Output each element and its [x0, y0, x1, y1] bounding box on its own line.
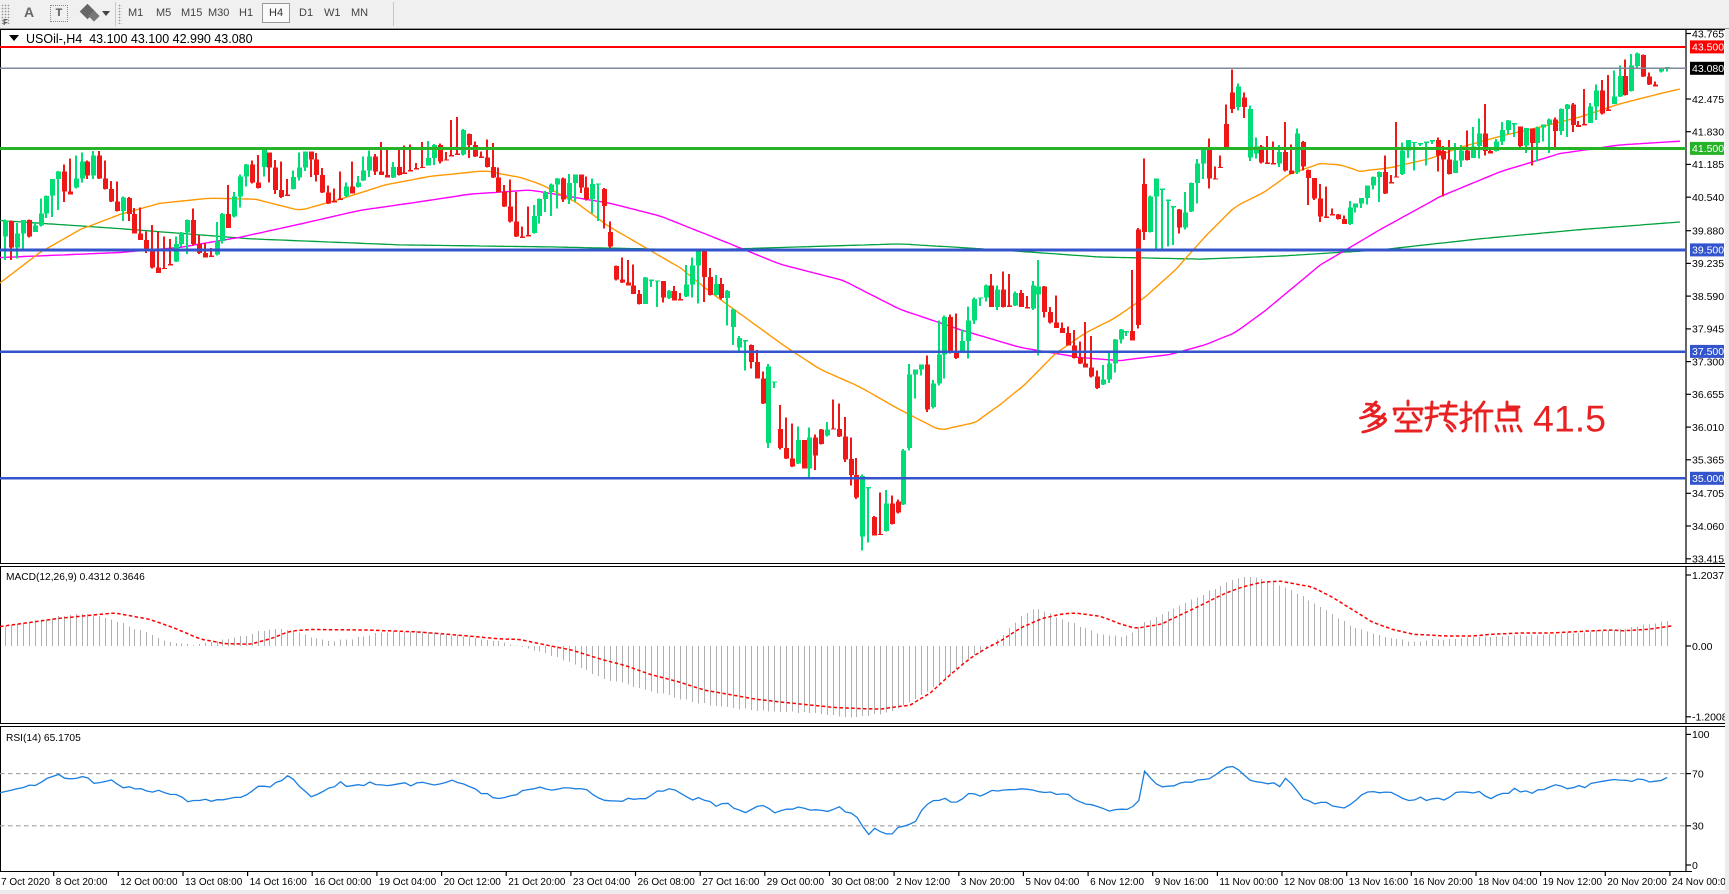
svg-text:20 Oct 12:00: 20 Oct 12:00	[444, 877, 502, 888]
svg-text:42.475: 42.475	[1692, 94, 1724, 106]
svg-text:26 Oct 08:00: 26 Oct 08:00	[638, 877, 696, 888]
svg-text:41.5: 41.5	[1533, 398, 1606, 440]
svg-text:13 Nov 16:00: 13 Nov 16:00	[1349, 877, 1409, 888]
svg-text:35.000: 35.000	[1692, 473, 1724, 485]
svg-text:36.010: 36.010	[1692, 422, 1724, 434]
svg-text:6 Nov 12:00: 6 Nov 12:00	[1090, 877, 1144, 888]
svg-text:2 Nov 12:00: 2 Nov 12:00	[896, 877, 950, 888]
svg-text:5 Nov 04:00: 5 Nov 04:00	[1025, 877, 1079, 888]
svg-text:41.830: 41.830	[1692, 127, 1724, 139]
svg-text:40.540: 40.540	[1692, 192, 1724, 204]
svg-text:39.500: 39.500	[1692, 245, 1724, 257]
svg-text:37.945: 37.945	[1692, 324, 1724, 336]
svg-text:-1.2008: -1.2008	[1692, 712, 1728, 724]
svg-text:30 Oct 08:00: 30 Oct 08:00	[832, 877, 890, 888]
svg-text:19 Nov 12:00: 19 Nov 12:00	[1543, 877, 1603, 888]
svg-text:37.300: 37.300	[1692, 356, 1724, 368]
svg-text:8 Oct 20:00: 8 Oct 20:00	[56, 877, 108, 888]
svg-text:34.060: 34.060	[1692, 521, 1724, 533]
svg-text:RSI(14) 65.1705: RSI(14) 65.1705	[6, 733, 81, 744]
svg-text:USOil-,H4 43.100 43.100 42.99: USOil-,H4 43.100 43.100 42.990 43.080	[26, 32, 253, 46]
svg-text:39.235: 39.235	[1692, 258, 1724, 270]
svg-text:13 Oct 08:00: 13 Oct 08:00	[185, 877, 243, 888]
svg-text:11 Nov 00:00: 11 Nov 00:00	[1219, 877, 1278, 888]
svg-text:43.500: 43.500	[1692, 42, 1724, 54]
svg-text:18 Nov 04:00: 18 Nov 04:00	[1478, 877, 1538, 888]
svg-text:0.00: 0.00	[1692, 641, 1713, 653]
svg-text:43.080: 43.080	[1692, 63, 1724, 75]
svg-text:41.500: 41.500	[1692, 143, 1724, 155]
svg-text:38.590: 38.590	[1692, 291, 1724, 303]
svg-text:24 Nov 00:00: 24 Nov 00:00	[1672, 877, 1729, 888]
svg-text:12 Nov 08:00: 12 Nov 08:00	[1284, 877, 1344, 888]
svg-text:100: 100	[1692, 729, 1710, 741]
svg-text:3 Nov 20:00: 3 Nov 20:00	[961, 877, 1015, 888]
svg-text:36.655: 36.655	[1692, 389, 1724, 401]
svg-text:37.500: 37.500	[1692, 346, 1724, 358]
svg-text:70: 70	[1692, 768, 1704, 780]
svg-text:20 Nov 20:00: 20 Nov 20:00	[1607, 877, 1667, 888]
svg-text:19 Oct 04:00: 19 Oct 04:00	[379, 877, 437, 888]
svg-text:41.185: 41.185	[1692, 159, 1724, 171]
svg-text:21 Oct 20:00: 21 Oct 20:00	[508, 877, 566, 888]
svg-text:39.880: 39.880	[1692, 226, 1724, 238]
svg-text:27 Oct 16:00: 27 Oct 16:00	[702, 877, 760, 888]
svg-text:30: 30	[1692, 821, 1704, 833]
svg-text:9 Nov 16:00: 9 Nov 16:00	[1155, 877, 1209, 888]
svg-text:14 Oct 16:00: 14 Oct 16:00	[250, 877, 308, 888]
svg-text:1.2037: 1.2037	[1692, 570, 1724, 582]
svg-text:29 Oct 00:00: 29 Oct 00:00	[767, 877, 825, 888]
svg-text:MACD(12,26,9) 0.4312 0.3646: MACD(12,26,9) 0.4312 0.3646	[6, 572, 145, 583]
svg-text:43.765: 43.765	[1692, 28, 1724, 40]
svg-text:34.705: 34.705	[1692, 488, 1724, 500]
svg-text:33.415: 33.415	[1692, 554, 1724, 566]
svg-text:12 Oct 00:00: 12 Oct 00:00	[120, 877, 178, 888]
svg-text:23 Oct 04:00: 23 Oct 04:00	[573, 877, 631, 888]
svg-text:7 Oct 2020: 7 Oct 2020	[1, 877, 50, 888]
svg-text:35.365: 35.365	[1692, 455, 1724, 467]
svg-text:0: 0	[1692, 860, 1698, 872]
svg-text:16 Oct 00:00: 16 Oct 00:00	[314, 877, 372, 888]
svg-text:16 Nov 20:00: 16 Nov 20:00	[1413, 877, 1473, 888]
